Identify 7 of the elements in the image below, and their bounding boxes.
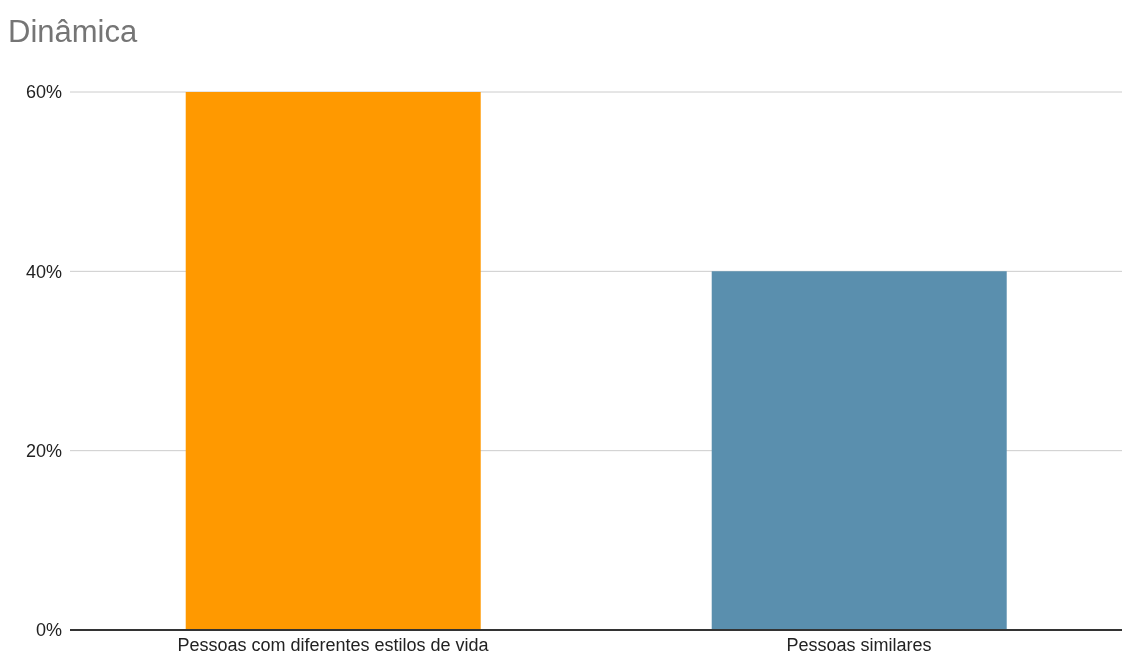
- x-tick-label: Pessoas similares: [786, 634, 932, 655]
- y-tick-label: 40%: [25, 261, 62, 282]
- x-tick-label: Pessoas com diferentes estilos de vida: [177, 634, 490, 655]
- y-tick-label: 60%: [25, 82, 62, 103]
- y-tick-label: 20%: [25, 441, 62, 462]
- y-tick-label: 0%: [35, 620, 62, 641]
- chart-title: Dinâmica: [8, 13, 139, 51]
